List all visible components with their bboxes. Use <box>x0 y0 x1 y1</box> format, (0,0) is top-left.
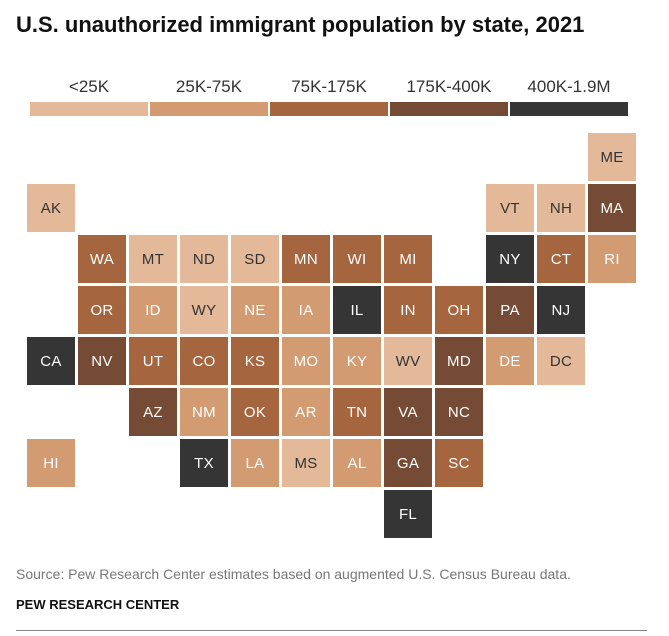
state-tile-sc: SC <box>435 439 483 487</box>
state-tile-sd: SD <box>231 235 279 283</box>
legend-swatch <box>270 102 388 116</box>
state-tile-co: CO <box>180 337 228 385</box>
legend-swatch <box>390 102 508 116</box>
state-tile-ut: UT <box>129 337 177 385</box>
state-tile-al: AL <box>333 439 381 487</box>
legend-item: 175K-400K <box>390 76 508 116</box>
state-tile-oh: OH <box>435 286 483 334</box>
state-tile-ks: KS <box>231 337 279 385</box>
state-tile-ok: OK <box>231 388 279 436</box>
state-tile-mi: MI <box>384 235 432 283</box>
chart-title: U.S. unauthorized immigrant population b… <box>16 12 585 37</box>
state-tile-la: LA <box>231 439 279 487</box>
state-tile-de: DE <box>486 337 534 385</box>
state-tile-az: AZ <box>129 388 177 436</box>
state-tile-nc: NC <box>435 388 483 436</box>
state-tile-dc: DC <box>537 337 585 385</box>
state-tile-md: MD <box>435 337 483 385</box>
state-tile-mo: MO <box>282 337 330 385</box>
state-tile-ct: CT <box>537 235 585 283</box>
source-note: Source: Pew Research Center estimates ba… <box>16 566 571 582</box>
state-tile-nm: NM <box>180 388 228 436</box>
state-tile-mt: MT <box>129 235 177 283</box>
state-tile-nv: NV <box>78 337 126 385</box>
state-tile-me: ME <box>588 133 636 181</box>
state-tile-wy: WY <box>180 286 228 334</box>
state-tile-ca: CA <box>27 337 75 385</box>
state-tile-wv: WV <box>384 337 432 385</box>
state-tile-tn: TN <box>333 388 381 436</box>
legend-label: 175K-400K <box>406 77 492 96</box>
state-tile-id: ID <box>129 286 177 334</box>
state-tile-pa: PA <box>486 286 534 334</box>
state-tile-or: OR <box>78 286 126 334</box>
state-tile-ia: IA <box>282 286 330 334</box>
state-tile-ma: MA <box>588 184 636 232</box>
legend-item: 400K-1.9M <box>510 76 628 116</box>
legend-swatch <box>510 102 628 116</box>
legend-label: 25K-75K <box>175 77 243 96</box>
legend-item: <25K <box>30 76 148 116</box>
state-tile-tx: TX <box>180 439 228 487</box>
state-tile-in: IN <box>384 286 432 334</box>
legend-item: 75K-175K <box>270 76 388 116</box>
legend-swatch <box>30 102 148 116</box>
state-tile-ky: KY <box>333 337 381 385</box>
state-tile-ne: NE <box>231 286 279 334</box>
legend-item: 25K-75K <box>150 76 268 116</box>
state-tile-hi: HI <box>27 439 75 487</box>
state-tile-ga: GA <box>384 439 432 487</box>
state-tile-ny: NY <box>486 235 534 283</box>
state-tile-wi: WI <box>333 235 381 283</box>
state-tile-nh: NH <box>537 184 585 232</box>
legend-label: 75K-175K <box>291 77 367 96</box>
state-tile-nd: ND <box>180 235 228 283</box>
state-tile-ri: RI <box>588 235 636 283</box>
legend-label: <25K <box>68 77 110 96</box>
legend-label: 400K-1.9M <box>527 77 611 96</box>
credit-line: PEW RESEARCH CENTER <box>16 597 180 612</box>
state-tile-il: IL <box>333 286 381 334</box>
state-tile-ak: AK <box>27 184 75 232</box>
state-tile-nj: NJ <box>537 286 585 334</box>
state-tile-fl: FL <box>384 490 432 538</box>
state-tile-ms: MS <box>282 439 330 487</box>
state-tile-vt: VT <box>486 184 534 232</box>
state-tile-mn: MN <box>282 235 330 283</box>
state-tile-ar: AR <box>282 388 330 436</box>
tile-map: ME AK VT NH MA WA MT ND SD MN WI MI NY CT RI OR ID WY NE IA… <box>27 133 636 538</box>
state-tile-wa: WA <box>78 235 126 283</box>
bottom-divider <box>16 630 647 631</box>
state-tile-va: VA <box>384 388 432 436</box>
legend-swatch <box>150 102 268 116</box>
